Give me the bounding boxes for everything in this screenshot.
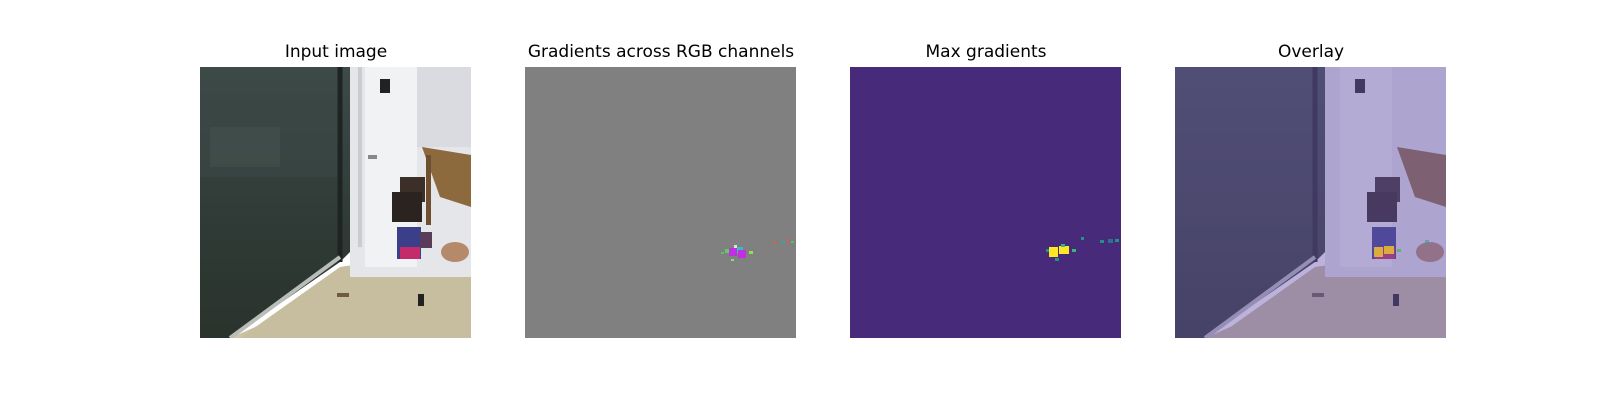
gradients-rgb-image bbox=[525, 67, 796, 338]
max-gradient-blobs bbox=[1046, 237, 1119, 261]
panel-title-input-image: Input image bbox=[284, 42, 388, 62]
panel-title-overlay: Overlay bbox=[1277, 42, 1345, 62]
panel-title-max-gradients: Max gradients bbox=[925, 42, 1047, 62]
input-image-panel bbox=[200, 67, 471, 338]
gradients-rgb-panel bbox=[525, 67, 796, 338]
input-image bbox=[200, 67, 471, 338]
max-gradients-image bbox=[850, 67, 1121, 338]
max-gradients-panel bbox=[850, 67, 1121, 338]
gradient-blobs bbox=[721, 239, 794, 261]
overlay-panel bbox=[1175, 67, 1446, 338]
overlay-image bbox=[1175, 67, 1446, 338]
panel-title-gradients-rgb: Gradients across RGB channels bbox=[527, 42, 795, 62]
